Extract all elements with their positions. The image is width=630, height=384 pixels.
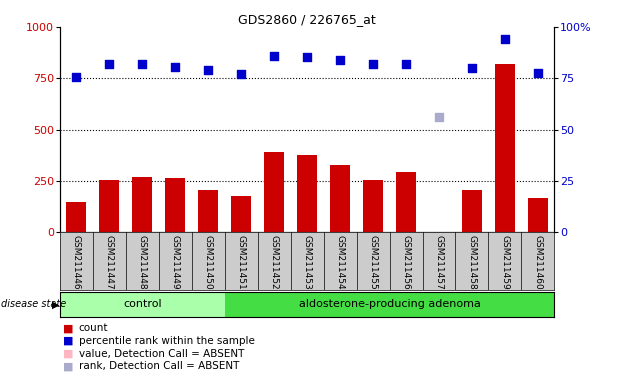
Point (105, 61, 115, 67)
Text: ■: ■ (63, 349, 74, 359)
Text: GSM211458: GSM211458 (467, 235, 476, 290)
Point (500, 36, 510, 42)
Bar (396, 172, 416, 232)
Point (434, 114, 444, 120)
Text: aldosterone-producing adenoma: aldosterone-producing adenoma (299, 299, 481, 310)
Bar (231, 196, 251, 232)
Text: GSM211459: GSM211459 (500, 235, 510, 290)
Text: percentile rank within the sample: percentile rank within the sample (79, 336, 255, 346)
Point (170, 64, 180, 70)
Point (137, 61, 147, 67)
Point (533, 70, 543, 76)
Point (335, 57, 345, 63)
Bar (100, 180, 119, 232)
Text: ■: ■ (63, 361, 74, 371)
Text: rank, Detection Call = ABSENT: rank, Detection Call = ABSENT (79, 361, 239, 371)
Text: GSM211447: GSM211447 (105, 235, 114, 290)
Text: GSM211460: GSM211460 (534, 235, 542, 290)
Text: value, Detection Call = ABSENT: value, Detection Call = ABSENT (79, 349, 244, 359)
Bar (495, 64, 515, 232)
Point (401, 61, 411, 67)
Text: ▶: ▶ (52, 299, 59, 310)
Bar (330, 164, 350, 232)
Text: GSM211457: GSM211457 (435, 235, 444, 290)
Text: GSM211446: GSM211446 (72, 235, 81, 290)
Point (71, 74, 81, 80)
Text: ■: ■ (63, 336, 74, 346)
Text: count: count (79, 323, 108, 333)
Point (203, 67, 213, 73)
Text: disease state: disease state (1, 299, 66, 310)
Point (368, 61, 378, 67)
Bar (60, 292, 225, 317)
Bar (165, 178, 185, 232)
Bar (198, 190, 218, 232)
Text: GSM211456: GSM211456 (401, 235, 411, 290)
Point (236, 71, 246, 77)
Bar (528, 199, 548, 232)
Text: GSM211453: GSM211453 (302, 235, 312, 290)
Bar (297, 155, 317, 232)
Bar (462, 190, 482, 232)
Bar (225, 292, 554, 317)
Point (269, 53, 279, 59)
Text: GSM211454: GSM211454 (336, 235, 345, 290)
Text: control: control (123, 299, 161, 310)
Bar (132, 177, 152, 232)
Point (467, 65, 477, 71)
Bar (264, 152, 284, 232)
Text: GSM211451: GSM211451 (237, 235, 246, 290)
Point (302, 54, 312, 60)
Text: GSM211452: GSM211452 (270, 235, 278, 290)
Bar (363, 180, 383, 232)
Text: GSM211448: GSM211448 (138, 235, 147, 290)
Text: GSM211450: GSM211450 (203, 235, 213, 290)
Text: GSM211449: GSM211449 (171, 235, 180, 290)
Text: GSM211455: GSM211455 (369, 235, 377, 290)
Bar (66, 202, 86, 232)
Text: ■: ■ (63, 323, 74, 333)
Title: GDS2860 / 226765_at: GDS2860 / 226765_at (238, 13, 376, 26)
